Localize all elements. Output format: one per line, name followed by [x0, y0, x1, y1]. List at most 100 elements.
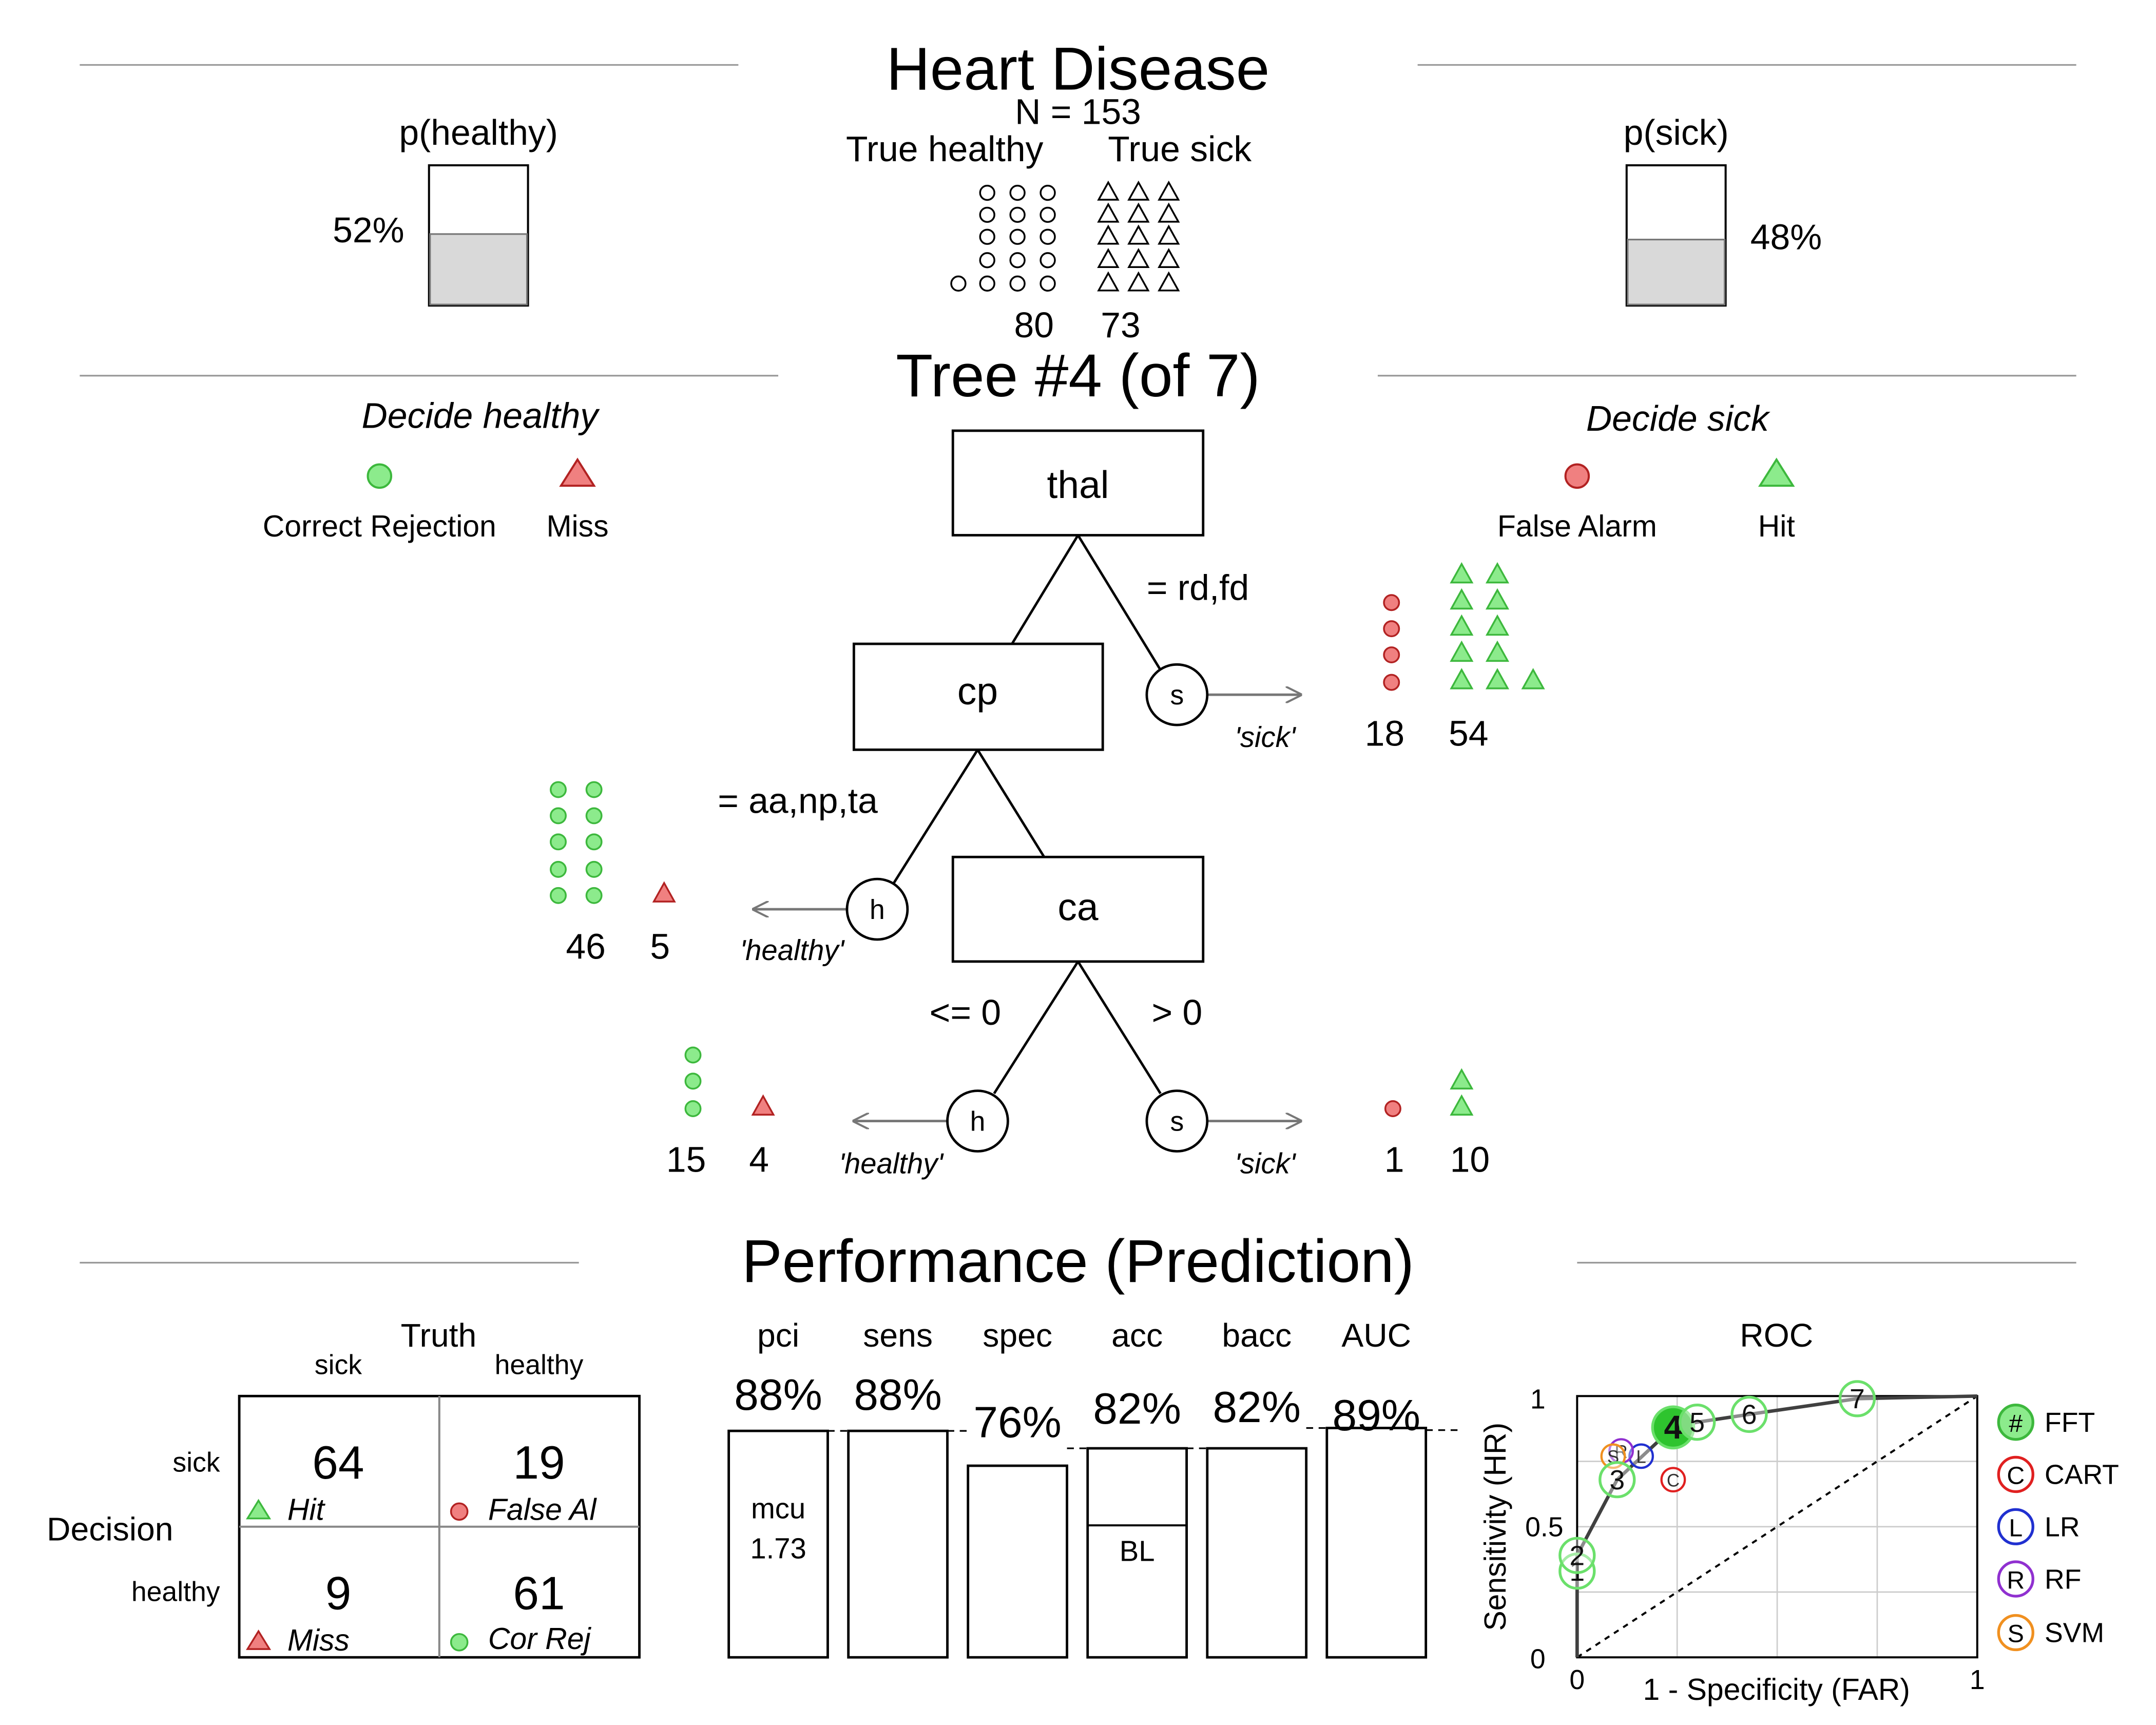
- true-healthy-label: True healthy: [846, 129, 1044, 169]
- metric-value-auc: 89%: [1332, 1391, 1420, 1440]
- true-sick-icon: [1127, 202, 1150, 223]
- true-healthy-icon: [1040, 184, 1056, 201]
- tree-title: Tree #4 (of 7): [896, 341, 1260, 409]
- matrix-cr-label: Cor Rej: [488, 1622, 592, 1656]
- true-sick-icon: [1158, 247, 1180, 269]
- node-ca-box: [951, 855, 1205, 963]
- exit-hit-icon: [1450, 588, 1474, 610]
- metric-bar-sens: [847, 1429, 949, 1659]
- metric-value-acc: 82%: [1093, 1384, 1181, 1433]
- edge-cp-ca: [976, 749, 1046, 859]
- metric-bar-auc: [1325, 1427, 1428, 1659]
- cue-cp-rule: = aa,np,ta: [718, 781, 878, 821]
- p-healthy-label: p(healthy): [399, 112, 558, 152]
- p-healthy-value: 52%: [333, 210, 404, 250]
- node-thal-box: [951, 429, 1205, 536]
- roc-fft-label-5: 5: [1689, 1408, 1705, 1438]
- exit-correct-rejection-icon: [550, 887, 567, 904]
- edge-thal-sick: [1076, 534, 1162, 671]
- roc-x-tick-1: 1: [1970, 1665, 1985, 1695]
- true-sick-icon: [1097, 224, 1120, 245]
- count-thal-sick-hit: 54: [1449, 713, 1488, 753]
- metric-label-auc: AUC: [1341, 1317, 1411, 1354]
- leaf-ca-healthy: [946, 1089, 1009, 1153]
- roc-model-symbol-cart: C: [1667, 1471, 1680, 1491]
- exit-label-ca-healthy: 'healthy': [839, 1147, 944, 1179]
- edge-ca-healthy: [993, 961, 1080, 1095]
- true-healthy-icon: [1040, 228, 1056, 245]
- legend-lr-symbol: L: [2009, 1515, 2023, 1542]
- exit-hit-icon: [1450, 562, 1474, 584]
- legend-fft-icon: [1997, 1404, 2034, 1441]
- exit-correct-rejection-icon: [585, 833, 603, 851]
- exit-hit-icon: [1521, 668, 1545, 689]
- roc-x-tick-0: 0: [1569, 1665, 1585, 1695]
- legend-lr-icon: [1997, 1508, 2034, 1545]
- exit-correct-rejection-icon: [684, 1100, 702, 1117]
- matrix-miss-icon: [246, 1629, 272, 1650]
- roc-diagonal: [1576, 1395, 1978, 1658]
- roc-fft-point-3: [1599, 1461, 1636, 1499]
- exit-hit-icon: [1485, 640, 1510, 662]
- true-sick-count: 73: [1101, 305, 1140, 345]
- metric-label-bacc: bacc: [1222, 1317, 1292, 1354]
- true-healthy-icon: [1040, 252, 1056, 269]
- legend-hit: Hit: [1758, 510, 1795, 543]
- node-cp-label: cp: [957, 669, 998, 713]
- legend-false-alarm: False Alarm: [1497, 510, 1657, 543]
- exit-false-alarm-icon: [1383, 594, 1400, 611]
- leaf-thal-sick: [1145, 663, 1209, 726]
- exit-false-alarm-icon: [1383, 646, 1400, 664]
- legend-correct-rejection: Correct Rejection: [263, 510, 496, 543]
- n-label: N = 153: [1015, 92, 1141, 132]
- matrix-hit-icon: [246, 1499, 272, 1520]
- true-healthy-icon: [979, 228, 995, 245]
- metric-bars: [727, 1427, 1460, 1659]
- bl-label: BL: [1120, 1535, 1155, 1567]
- count-cp-healthy-miss: 5: [650, 927, 670, 967]
- metric-bar-bacc: [1206, 1447, 1308, 1659]
- roc-fft-point-2: [1558, 1537, 1596, 1574]
- roc-fft-label-7: 7: [1850, 1384, 1865, 1414]
- matrix-row-sick: sick: [172, 1448, 220, 1478]
- true-healthy-icon: [1009, 275, 1026, 292]
- legend-fft-label: FFT: [2045, 1408, 2095, 1438]
- metric-label-acc: acc: [1111, 1317, 1163, 1354]
- exit-label-thal-sick: 'sick': [1235, 721, 1297, 753]
- roc-y-label: Sensitivity (HR): [1479, 1423, 1512, 1631]
- matrix-col-sick: sick: [315, 1350, 362, 1380]
- true-sick-icon: [1097, 180, 1120, 201]
- node-cp-box: [852, 642, 1104, 751]
- true-healthy-icon: [1009, 252, 1026, 269]
- exit-correct-rejection-icon: [585, 807, 603, 825]
- matrix-col-healthy: healthy: [495, 1350, 584, 1380]
- exit-hit-icon: [1485, 668, 1510, 689]
- roc-fft-point-7: [1838, 1380, 1876, 1417]
- legend-cart-icon: [1997, 1455, 2034, 1493]
- true-sick-icon: [1097, 247, 1120, 269]
- true-sick-icon: [1158, 180, 1180, 201]
- matrix-miss-label: Miss: [287, 1624, 350, 1657]
- exit-hit-icon: [1450, 614, 1474, 636]
- matrix-decision-label: Decision: [47, 1511, 173, 1548]
- matrix-fa-icon: [450, 1502, 469, 1521]
- true-healthy-icon: [979, 275, 995, 292]
- legend-cart-symbol: C: [2007, 1462, 2025, 1490]
- mcu-value: 1.73: [750, 1532, 806, 1564]
- p-sick-value: 48%: [1750, 217, 1822, 257]
- cue-thal-rule: = rd,fd: [1147, 567, 1249, 607]
- matrix-fa-label: False Al: [488, 1493, 598, 1526]
- roc-fft-label-2: 2: [1569, 1541, 1585, 1571]
- decide-healthy-label: Decide healthy: [362, 396, 601, 436]
- exit-correct-rejection-icon: [550, 860, 567, 878]
- leaf-ca-sick: [1145, 1089, 1209, 1153]
- metric-value-bacc: 82%: [1212, 1383, 1301, 1432]
- leaf-cp-healthy-letter: h: [870, 895, 885, 925]
- exit-hit-icon: [1450, 640, 1474, 662]
- true-healthy-icon: [1009, 206, 1026, 223]
- exit-correct-rejection-icon: [585, 887, 603, 904]
- count-ca-healthy-miss: 4: [749, 1140, 769, 1180]
- exit-correct-rejection-icon: [550, 781, 567, 798]
- node-ca-label: ca: [1057, 886, 1099, 929]
- p-sick-label: p(sick): [1624, 112, 1729, 152]
